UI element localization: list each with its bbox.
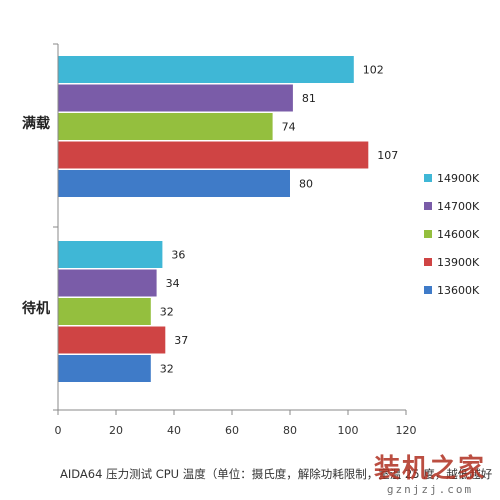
x-tick-label-20: 20 xyxy=(109,424,123,437)
value-label-14700k-0: 81 xyxy=(302,92,316,105)
legend-label-14700k: 14700K xyxy=(437,200,480,213)
legend-label-14900k: 14900K xyxy=(437,172,480,185)
watermark-url: gznjzj.com xyxy=(386,483,474,496)
legend-swatch-13900k xyxy=(424,258,432,266)
value-label-14600k-0: 74 xyxy=(282,121,296,134)
legend-swatch-14600k xyxy=(424,230,432,238)
x-tick-label-120: 120 xyxy=(396,424,417,437)
value-label-13600k-1: 32 xyxy=(160,363,174,376)
legend-swatch-14900k xyxy=(424,174,432,182)
watermark-text: 装机之家 xyxy=(373,454,486,484)
bar-14700k-1 xyxy=(58,269,157,297)
legend-swatch-14700k xyxy=(424,202,432,210)
bar-14900k-1 xyxy=(58,241,163,268)
bar-13900k-1 xyxy=(58,326,166,354)
bar-14900k-0 xyxy=(58,56,354,83)
bar-14600k-0 xyxy=(58,113,273,140)
bar-14600k-1 xyxy=(58,298,151,325)
site-watermark: 装机之家 gznjzj.com xyxy=(374,455,486,496)
bar-13600k-0 xyxy=(58,170,290,197)
legend-label-13600k: 13600K xyxy=(437,284,480,297)
x-tick-label-0: 0 xyxy=(55,424,62,437)
value-label-14600k-1: 32 xyxy=(160,306,174,319)
bar-14700k-0 xyxy=(58,84,293,112)
chart-title: AIDA64 压力测试 CPU 温度（单位：摄氏度，解除功耗限制，室温 25 度… xyxy=(60,467,493,481)
value-label-13600k-0: 80 xyxy=(299,178,313,191)
x-tick-label-40: 40 xyxy=(167,424,181,437)
category-label-0: 满载 xyxy=(22,115,50,132)
value-label-13900k-1: 37 xyxy=(174,334,188,347)
x-tick-label-80: 80 xyxy=(283,424,297,437)
value-label-13900k-0: 107 xyxy=(377,149,398,162)
legend-label-13900k: 13900K xyxy=(437,256,480,269)
x-tick-label-100: 100 xyxy=(338,424,359,437)
bar-13900k-0 xyxy=(58,141,369,169)
legend-label-14600k: 14600K xyxy=(437,228,480,241)
value-label-14700k-1: 34 xyxy=(166,277,180,290)
legend-swatch-13600k xyxy=(424,286,432,294)
category-label-1: 待机 xyxy=(22,300,50,317)
x-tick-label-60: 60 xyxy=(225,424,239,437)
value-label-14900k-0: 102 xyxy=(363,64,384,77)
value-label-14900k-1: 36 xyxy=(171,249,185,262)
bar-13600k-1 xyxy=(58,355,151,382)
